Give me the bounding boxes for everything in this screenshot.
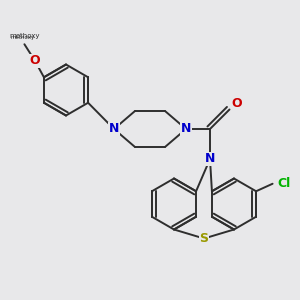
Text: methoxy: methoxy [11, 35, 35, 40]
Text: O: O [30, 54, 40, 67]
Text: Cl: Cl [277, 177, 290, 190]
Text: N: N [205, 152, 215, 166]
Text: N: N [181, 122, 191, 136]
Text: S: S [200, 232, 208, 245]
Text: N: N [109, 122, 119, 136]
Text: methoxy: methoxy [9, 33, 40, 39]
Text: O: O [232, 97, 242, 110]
